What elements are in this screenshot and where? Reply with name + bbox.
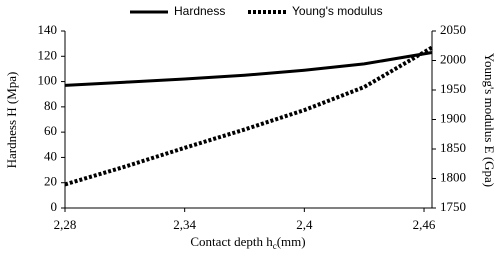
x-axis-title-unit: (mm): [277, 234, 306, 249]
y-tick-label: 0: [51, 199, 58, 214]
y-tick-label: 140: [38, 22, 58, 37]
y-axis-title: Hardness H (Mpa): [4, 72, 19, 169]
x-tick-label: 2,4: [296, 217, 313, 232]
y-tick-label: 60: [44, 123, 57, 138]
y-tick-label: 40: [44, 148, 57, 163]
x-axis-title-main: Contact depth h: [190, 234, 273, 249]
y-tick-label: 100: [38, 73, 58, 88]
series-line: [64, 51, 433, 87]
x-tick-label: 2,46: [413, 217, 436, 232]
legend-label: Hardness: [174, 4, 225, 18]
x-axis-title: Contact depth hc(mm): [190, 234, 305, 251]
legend-label: Young's modulus: [292, 4, 383, 18]
y2-tick-label: 1800: [440, 169, 466, 184]
y2-tick-label: 1900: [440, 110, 466, 125]
y2-tick-label: 2050: [440, 22, 466, 37]
y-tick-label: 80: [44, 98, 57, 113]
y2-tick-label: 1850: [440, 140, 466, 155]
x-axis-title-sub: c: [273, 241, 277, 251]
y-tick-label: 120: [38, 47, 58, 62]
y2-tick-label: 2000: [440, 51, 466, 66]
y2-axis-title: Young's modulus E (Gpa): [482, 53, 497, 187]
x-tick-label: 2,28: [54, 217, 77, 232]
y2-tick-label: 1950: [440, 81, 466, 96]
series-line: [64, 45, 434, 187]
y2-tick-label: 1750: [440, 199, 466, 214]
x-tick-label: 2,34: [173, 217, 196, 232]
y-tick-label: 20: [44, 174, 57, 189]
